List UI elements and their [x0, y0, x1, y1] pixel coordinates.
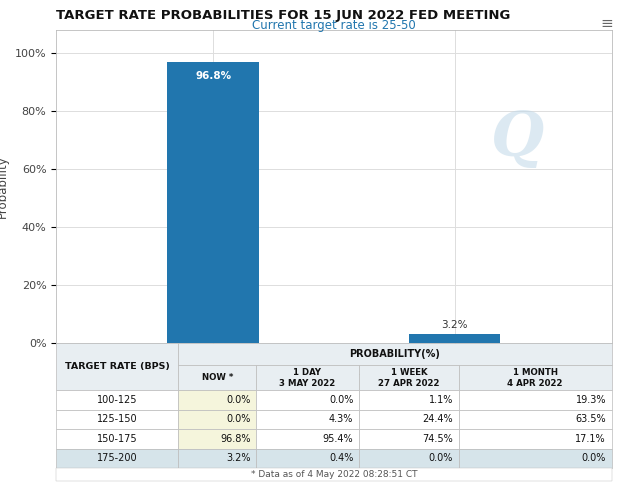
- Text: NOW *: NOW *: [202, 373, 233, 382]
- Text: Q: Q: [490, 109, 544, 169]
- Text: 95.4%: 95.4%: [323, 434, 353, 444]
- Text: 1 MONTH
4 APR 2022: 1 MONTH 4 APR 2022: [507, 368, 563, 387]
- Text: 4.3%: 4.3%: [329, 414, 353, 424]
- Bar: [256, 429, 359, 449]
- Text: 17.1%: 17.1%: [575, 434, 606, 444]
- Text: TARGET RATE PROBABILITIES FOR 15 JUN 2022 FED MEETING: TARGET RATE PROBABILITIES FOR 15 JUN 202…: [56, 9, 510, 22]
- Text: 175-200: 175-200: [97, 453, 137, 463]
- Bar: [56, 468, 612, 481]
- Text: 0.0%: 0.0%: [582, 453, 606, 463]
- Bar: [178, 365, 256, 390]
- Bar: [178, 343, 612, 365]
- Text: 3.2%: 3.2%: [226, 453, 250, 463]
- Text: 3.2%: 3.2%: [441, 320, 468, 330]
- Bar: [359, 429, 459, 449]
- Bar: [56, 429, 178, 449]
- Bar: [56, 449, 178, 468]
- Text: 100-125: 100-125: [97, 395, 137, 405]
- Bar: [256, 410, 359, 429]
- Text: 1.1%: 1.1%: [429, 395, 453, 405]
- Text: 0.4%: 0.4%: [329, 453, 353, 463]
- Text: 1 DAY
3 MAY 2022: 1 DAY 3 MAY 2022: [280, 368, 336, 387]
- Text: * Data as of 4 May 2022 08:28:51 CT: * Data as of 4 May 2022 08:28:51 CT: [251, 470, 417, 479]
- Text: 0.0%: 0.0%: [329, 395, 353, 405]
- Bar: [459, 429, 612, 449]
- Bar: [178, 410, 256, 429]
- Text: 96.8%: 96.8%: [195, 71, 231, 81]
- Text: PROBABILITY(%): PROBABILITY(%): [349, 349, 441, 359]
- Text: 63.5%: 63.5%: [575, 414, 606, 424]
- Text: Current target rate is 25-50: Current target rate is 25-50: [252, 19, 416, 32]
- Text: 96.8%: 96.8%: [220, 434, 250, 444]
- Bar: [56, 390, 178, 410]
- X-axis label: Target Rate (in bps): Target Rate (in bps): [276, 371, 392, 384]
- Text: ≡: ≡: [600, 16, 613, 31]
- Bar: [459, 449, 612, 468]
- Text: 125-150: 125-150: [97, 414, 137, 424]
- Bar: [359, 449, 459, 468]
- Bar: [256, 449, 359, 468]
- Text: 0.0%: 0.0%: [226, 395, 250, 405]
- Text: 0.0%: 0.0%: [226, 414, 250, 424]
- Bar: [459, 410, 612, 429]
- Text: 24.4%: 24.4%: [422, 414, 453, 424]
- Bar: [409, 333, 500, 343]
- Text: 74.5%: 74.5%: [422, 434, 453, 444]
- Bar: [359, 365, 459, 390]
- Bar: [56, 410, 178, 429]
- Bar: [459, 390, 612, 410]
- Text: TARGET RATE (BPS): TARGET RATE (BPS): [65, 362, 170, 371]
- Text: 150-175: 150-175: [97, 434, 137, 444]
- Bar: [167, 62, 259, 343]
- Y-axis label: Probability: Probability: [0, 155, 9, 218]
- Bar: [56, 343, 178, 390]
- Text: 19.3%: 19.3%: [575, 395, 606, 405]
- Bar: [178, 390, 256, 410]
- Bar: [178, 429, 256, 449]
- Bar: [459, 365, 612, 390]
- Bar: [359, 410, 459, 429]
- Bar: [359, 390, 459, 410]
- Text: 1 WEEK
27 APR 2022: 1 WEEK 27 APR 2022: [378, 368, 439, 387]
- Bar: [256, 390, 359, 410]
- Bar: [178, 449, 256, 468]
- Text: 0.0%: 0.0%: [429, 453, 453, 463]
- Bar: [256, 365, 359, 390]
